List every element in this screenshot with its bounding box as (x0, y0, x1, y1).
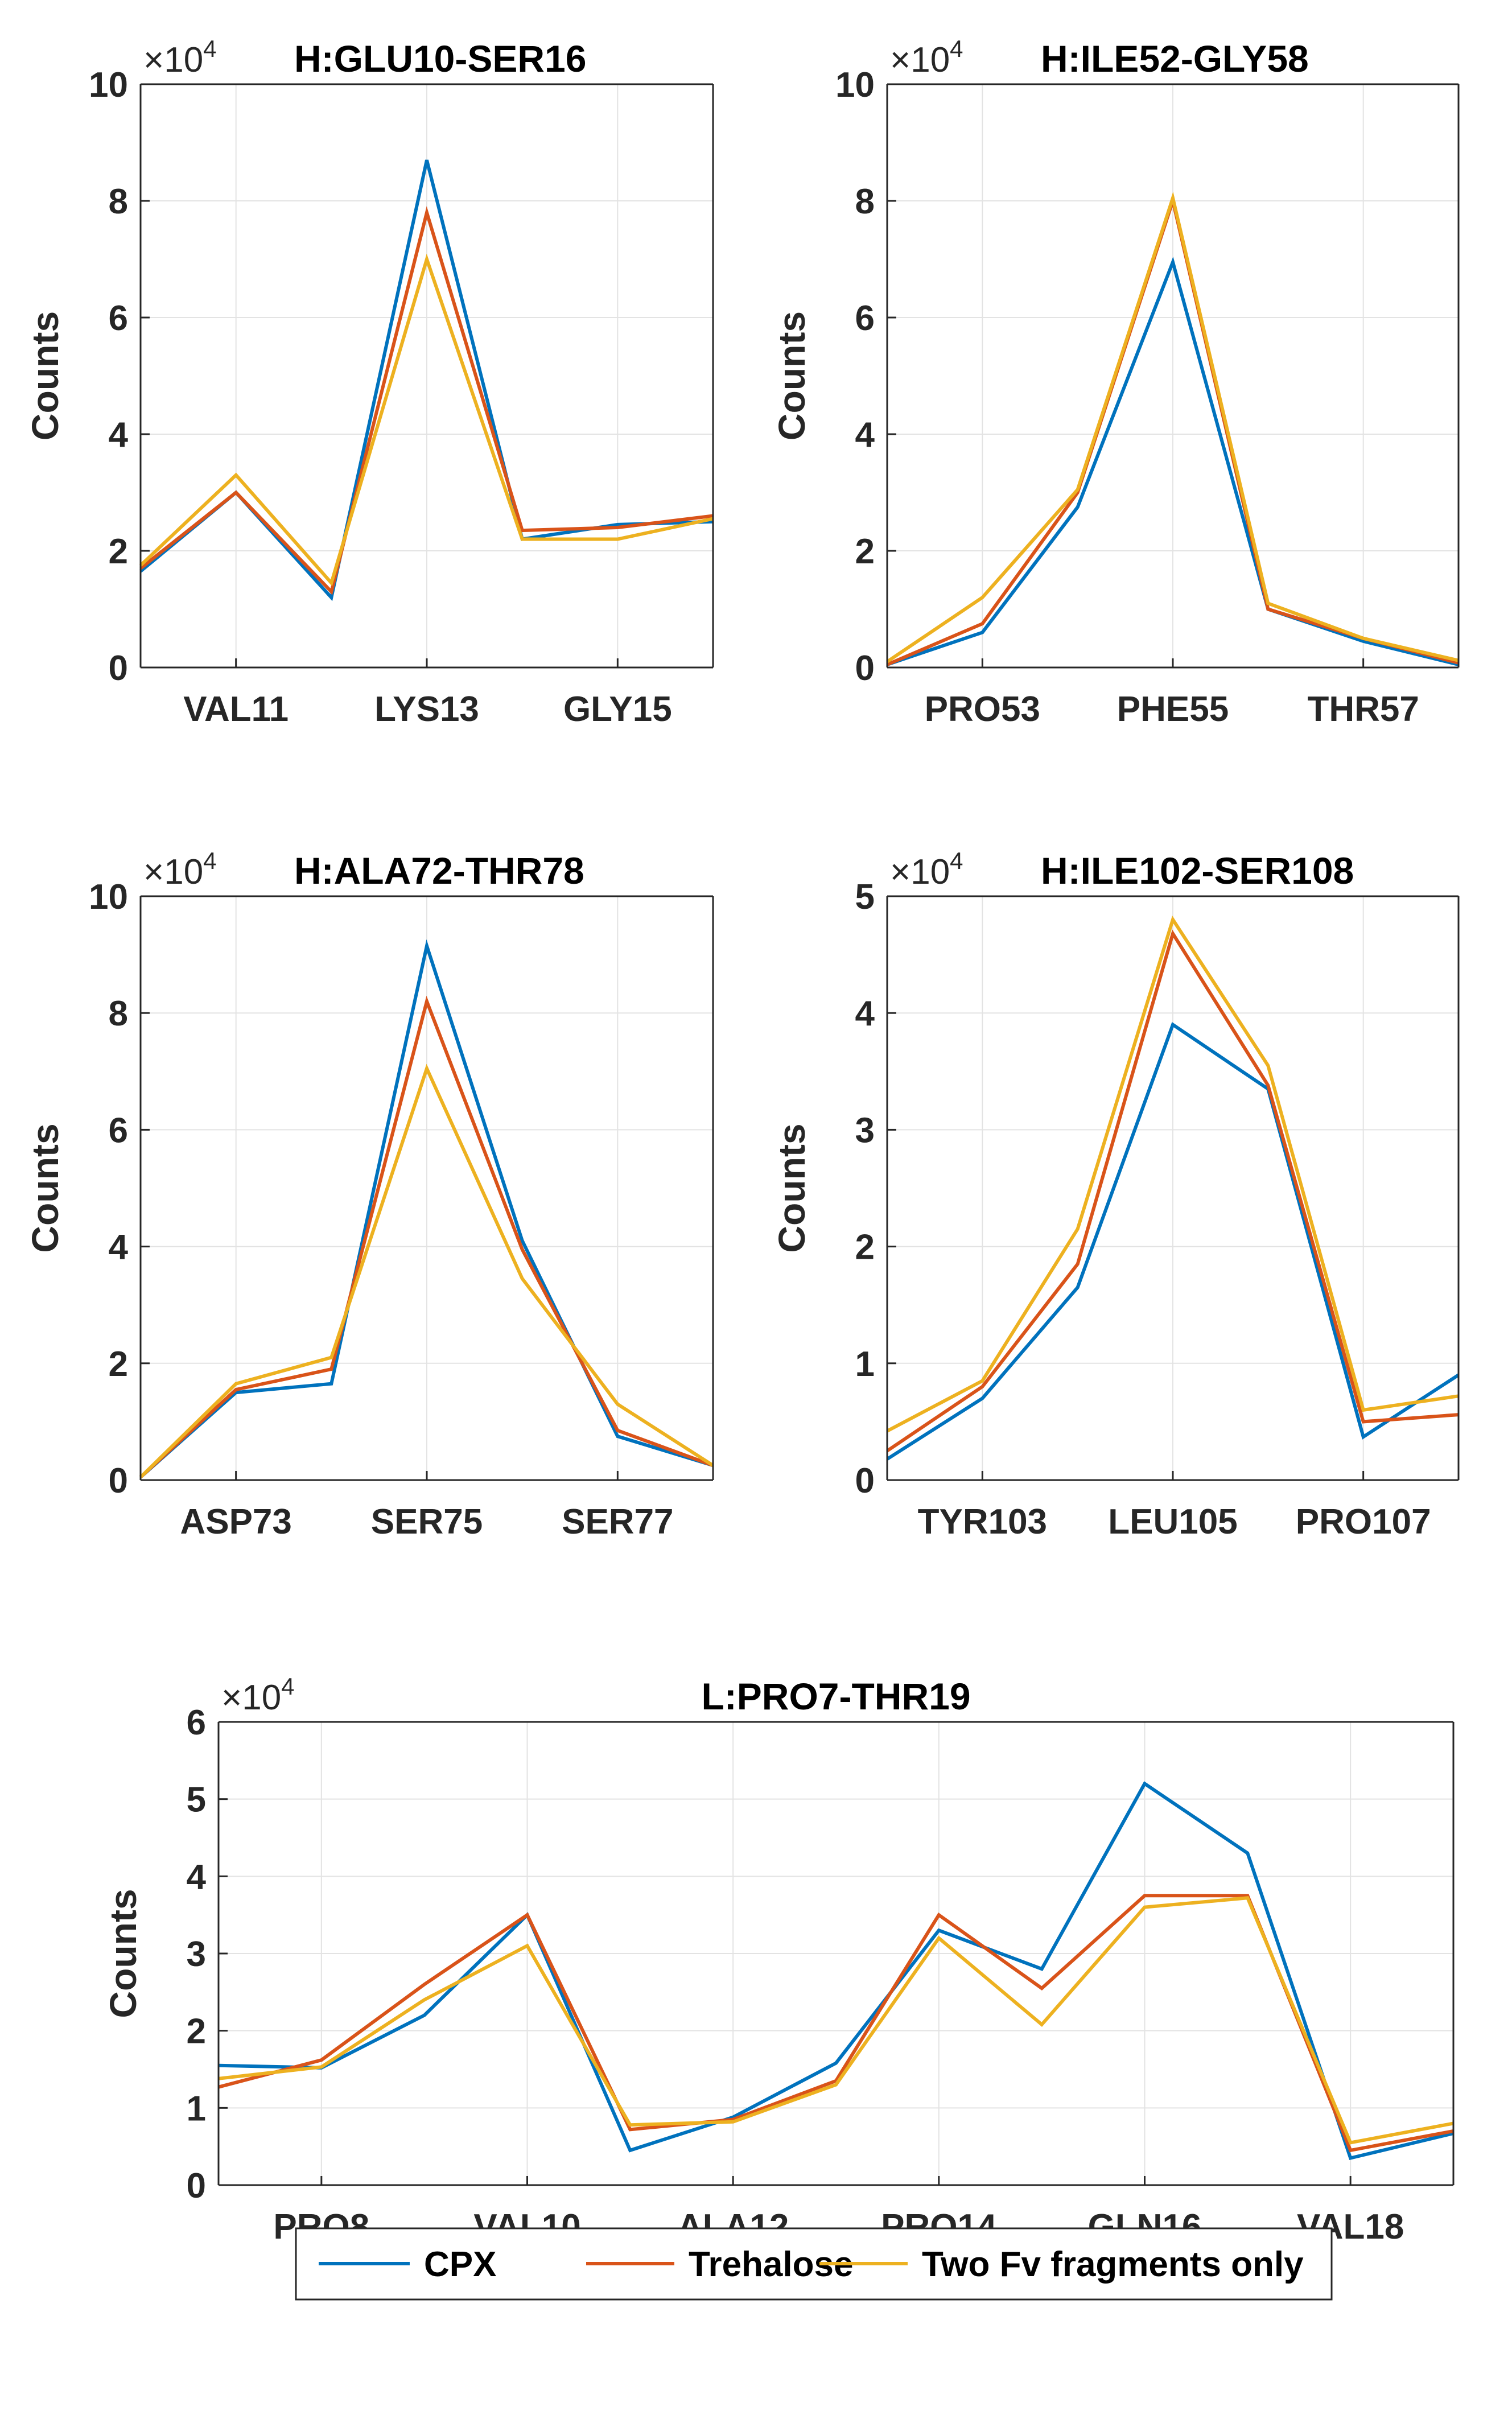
x-tick-label: PHE55 (1117, 690, 1229, 729)
series-line-two-fv-fragments-only (886, 915, 1459, 1433)
y-tick-label: 4 (855, 994, 875, 1033)
y-tick-label: 0 (109, 1461, 128, 1501)
series-line-cpx (218, 1781, 1454, 2161)
y-exponent-power: 4 (950, 847, 963, 874)
y-exponent-power: 4 (203, 35, 216, 62)
y-tick-label: 0 (855, 1461, 875, 1501)
legend-entry-3: Two Fv fragments only (922, 2245, 1304, 2284)
y-tick-label: 2 (109, 1345, 128, 1384)
chart-title: H:GLU10-SER16 (294, 38, 586, 80)
legend: CPX Trehalose Two Fv fragments only (295, 2227, 1333, 2301)
y-tick-label: 4 (109, 1228, 129, 1267)
x-tick-label: PRO107 (1296, 1502, 1431, 1542)
series-line-trehalose (886, 929, 1459, 1453)
y-exponent: ×104 (143, 35, 217, 80)
x-tick-label: SER75 (371, 1502, 483, 1542)
y-exponent-power: 4 (203, 847, 216, 874)
y-tick-label: 6 (109, 1111, 128, 1150)
y-tick-label: 6 (109, 299, 128, 338)
series-line-trehalose (139, 995, 714, 1479)
y-tick-label: 1 (855, 1345, 875, 1384)
x-tick-label: THR57 (1307, 690, 1419, 729)
y-tick-label: 2 (109, 532, 128, 571)
y-tick-label: 3 (187, 1935, 206, 1974)
y-tick-label: 10 (89, 65, 128, 105)
y-axis-label: Counts (24, 311, 66, 440)
x-tick-label: GLY15 (563, 690, 672, 729)
y-tick-label: 0 (109, 649, 128, 688)
y-tick-label: 0 (855, 649, 875, 688)
y-exponent: ×104 (890, 35, 963, 80)
chart-title: H:ILE102-SER108 (1041, 850, 1354, 892)
legend-box (295, 2227, 1333, 2301)
y-tick-label: 8 (855, 182, 875, 221)
y-tick-label: 4 (109, 415, 129, 455)
y-tick-label: 2 (187, 2012, 206, 2051)
y-tick-label: 2 (855, 532, 875, 571)
series-line-two-fv-fragments-only (139, 1064, 714, 1479)
chart-title: H:ILE52-GLY58 (1041, 38, 1309, 80)
y-tick-label: 8 (109, 994, 128, 1033)
y-tick-label: 5 (855, 877, 875, 917)
x-tick-label: VAL11 (183, 690, 289, 729)
y-tick-label: 1 (187, 2089, 206, 2128)
y-exponent: ×104 (221, 1673, 295, 1717)
y-tick-label: 8 (109, 182, 128, 221)
y-multiplier: ×10 (890, 40, 950, 80)
legend-entry-1: CPX (424, 2245, 496, 2284)
x-tick-label: LYS13 (374, 690, 479, 729)
x-tick-label: PRO53 (925, 690, 1040, 729)
y-axis-label: Counts (24, 1123, 66, 1252)
series-line-trehalose (218, 1894, 1454, 2153)
chart-title: L:PRO7-THR19 (701, 1675, 970, 1717)
x-tick-label: SER77 (562, 1502, 673, 1542)
series-line-two-fv-fragments-only (886, 191, 1459, 663)
y-exponent: ×104 (143, 847, 217, 892)
y-axis-label: Counts (771, 311, 813, 440)
x-tick-label: LEU105 (1108, 1502, 1237, 1542)
y-tick-label: 10 (89, 877, 128, 917)
y-tick-label: 0 (187, 2166, 206, 2206)
y-exponent-power: 4 (281, 1673, 294, 1700)
y-tick-label: 5 (187, 1781, 206, 1820)
y-tick-label: 3 (855, 1111, 875, 1150)
y-multiplier: ×10 (143, 40, 203, 80)
y-multiplier: ×10 (143, 852, 203, 892)
y-tick-label: 4 (187, 1857, 207, 1897)
y-axis-label: Counts (771, 1123, 813, 1252)
series-line-cpx (139, 939, 714, 1479)
y-tick-label: 6 (855, 299, 875, 338)
y-tick-label: 10 (835, 65, 875, 105)
x-tick-label: ASP73 (180, 1502, 291, 1542)
y-exponent-power: 4 (950, 35, 963, 62)
y-tick-label: 2 (855, 1228, 875, 1267)
y-exponent: ×104 (890, 847, 963, 892)
series-line-trehalose (139, 206, 714, 595)
y-axis-label: Counts (102, 1889, 144, 2018)
series-line-cpx (886, 1022, 1460, 1461)
chart-title: H:ALA72-THR78 (294, 850, 584, 892)
y-tick-label: 4 (855, 415, 875, 455)
series-line-cpx (887, 257, 1459, 666)
series-line-two-fv-fragments-only (218, 1896, 1454, 2145)
series-line-two-fv-fragments-only (139, 253, 714, 587)
x-tick-label: TYR103 (918, 1502, 1047, 1542)
y-multiplier: ×10 (221, 1678, 281, 1717)
y-multiplier: ×10 (890, 852, 950, 892)
y-tick-label: 6 (187, 1703, 206, 1742)
